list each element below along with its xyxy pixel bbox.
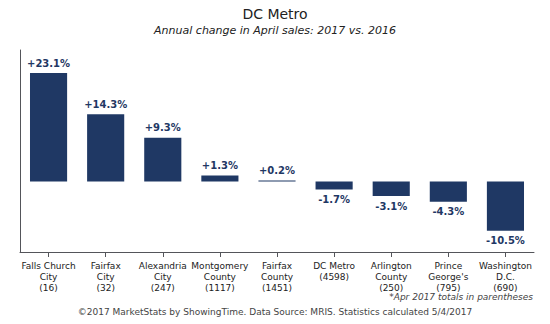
- svg-text:Fairfax: Fairfax: [91, 261, 122, 271]
- svg-text:Arlington: Arlington: [371, 261, 412, 271]
- svg-text:©2017 MarketStats by ShowingTi: ©2017 MarketStats by ShowingTime. Data S…: [78, 307, 472, 317]
- svg-text:+9.3%: +9.3%: [145, 122, 181, 133]
- svg-text:+1.3%: +1.3%: [202, 160, 238, 171]
- svg-text:Prince: Prince: [434, 261, 462, 271]
- svg-text:-10.5%: -10.5%: [486, 235, 525, 246]
- svg-text:(690): (690): [493, 282, 518, 293]
- svg-text:(1117): (1117): [205, 283, 235, 293]
- svg-text:(250): (250): [379, 282, 404, 293]
- svg-text:*Apr 2017 totals in parenthese: *Apr 2017 totals in parentheses: [389, 292, 533, 302]
- svg-text:(4598): (4598): [319, 272, 349, 282]
- svg-text:(32): (32): [96, 283, 114, 293]
- svg-text:Annual change in April sales:: Annual change in April sales: 2017 vs. 2…: [153, 24, 396, 37]
- svg-text:(247): (247): [151, 283, 175, 293]
- svg-text:County: County: [204, 272, 237, 282]
- svg-text:+14.3%: +14.3%: [84, 99, 127, 110]
- svg-text:Fairfax: Fairfax: [262, 261, 293, 271]
- svg-text:DC Metro: DC Metro: [313, 261, 355, 271]
- svg-text:Alexandria: Alexandria: [139, 261, 187, 271]
- svg-text:George's: George's: [428, 272, 468, 282]
- svg-text:County: County: [375, 272, 408, 282]
- svg-text:Washington: Washington: [479, 261, 532, 271]
- svg-text:City: City: [40, 272, 58, 282]
- svg-text:DC Metro: DC Metro: [242, 6, 307, 22]
- svg-text:-3.1%: -3.1%: [375, 201, 407, 212]
- svg-text:+23.1%: +23.1%: [27, 58, 70, 69]
- svg-text:+0.2%: +0.2%: [259, 165, 295, 176]
- svg-text:-1.7%: -1.7%: [318, 194, 350, 205]
- svg-text:D.C.: D.C.: [496, 272, 515, 282]
- svg-text:Falls Church: Falls Church: [21, 261, 75, 271]
- svg-text:City: City: [97, 272, 115, 282]
- svg-text:County: County: [261, 272, 294, 282]
- svg-text:(1451): (1451): [262, 283, 292, 293]
- svg-text:(16): (16): [39, 283, 57, 293]
- svg-text:(795): (795): [436, 282, 461, 293]
- svg-text:Montgomery: Montgomery: [191, 261, 249, 271]
- svg-text:-4.3%: -4.3%: [432, 206, 464, 217]
- svg-text:City: City: [154, 272, 172, 282]
